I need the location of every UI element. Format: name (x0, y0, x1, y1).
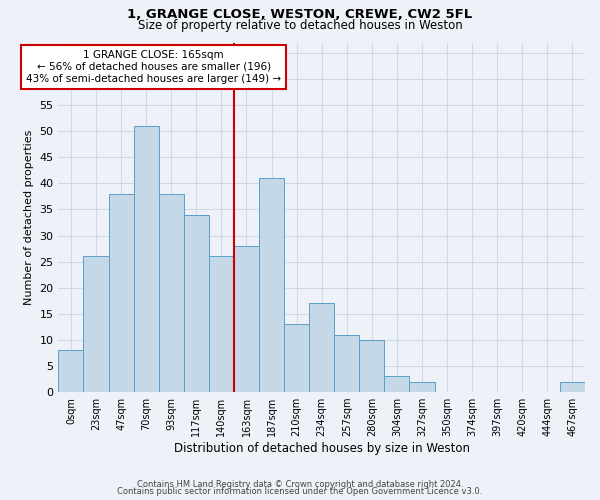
Bar (359, 340, 385, 392)
Bar (560, 382, 585, 392)
Bar (209, 256, 234, 392)
Bar (409, 382, 434, 392)
Bar (385, 376, 409, 392)
Y-axis label: Number of detached properties: Number of detached properties (24, 130, 34, 305)
Text: Contains HM Land Registry data © Crown copyright and database right 2024.: Contains HM Land Registry data © Crown c… (137, 480, 463, 489)
Bar (83, 256, 109, 392)
Bar (184, 214, 209, 392)
Bar (284, 324, 309, 392)
Text: 1 GRANGE CLOSE: 165sqm
← 56% of detached houses are smaller (196)
43% of semi-de: 1 GRANGE CLOSE: 165sqm ← 56% of detached… (26, 50, 281, 84)
Bar (109, 194, 134, 392)
Text: 1, GRANGE CLOSE, WESTON, CREWE, CW2 5FL: 1, GRANGE CLOSE, WESTON, CREWE, CW2 5FL (127, 8, 473, 20)
Text: Contains public sector information licensed under the Open Government Licence v3: Contains public sector information licen… (118, 487, 482, 496)
Bar (259, 178, 284, 392)
X-axis label: Distribution of detached houses by size in Weston: Distribution of detached houses by size … (174, 442, 470, 455)
Bar (234, 246, 259, 392)
Bar (309, 304, 334, 392)
Bar (159, 194, 184, 392)
Text: Size of property relative to detached houses in Weston: Size of property relative to detached ho… (137, 18, 463, 32)
Bar (334, 334, 359, 392)
Bar (58, 350, 83, 392)
Bar (134, 126, 159, 392)
